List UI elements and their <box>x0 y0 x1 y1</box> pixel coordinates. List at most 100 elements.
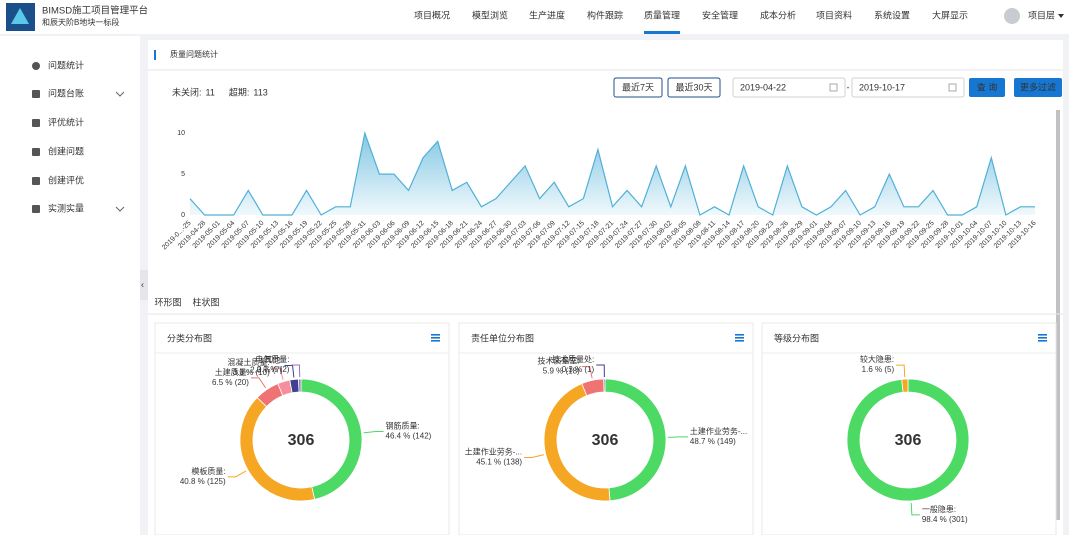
chart-tab[interactable]: 柱状图 <box>192 296 219 307</box>
stat-value: 11 <box>206 87 215 97</box>
nav-item[interactable]: 成本分析 <box>760 9 796 20</box>
date-value[interactable]: 2019-10-17 <box>859 82 905 92</box>
slice-name: 土建质量: <box>215 367 249 377</box>
leader-line <box>227 470 247 478</box>
slice-value-label: 6.5 % (20) <box>212 378 249 387</box>
date-input[interactable] <box>851 77 965 98</box>
stat-label: 未关闭: <box>172 86 202 97</box>
card-menu[interactable] <box>431 334 440 336</box>
y-tick-label: 5 <box>181 171 185 178</box>
calendar-icon[interactable] <box>948 83 957 92</box>
leader-line <box>524 454 544 459</box>
card-menu[interactable] <box>735 340 744 342</box>
stat-value: 113 <box>253 87 267 97</box>
sidebar-icon <box>32 62 40 70</box>
nav-item[interactable]: 项目概况 <box>414 9 450 20</box>
nav-item[interactable]: 生产进度 <box>529 9 565 20</box>
donut-segment <box>846 378 970 502</box>
sidebar-item[interactable]: 创建评优 <box>48 174 84 185</box>
leader-line <box>271 367 284 380</box>
app-title: BIMSD施工项目管理平台 <box>42 5 148 17</box>
slice-value-label: 0.3 % (1) <box>562 365 595 374</box>
sidebar-chevron[interactable] <box>115 91 125 97</box>
slice-name: 土建作业劳务-... <box>465 447 522 457</box>
nav-item[interactable]: 安全管理 <box>702 9 738 20</box>
card-menu[interactable] <box>431 337 440 339</box>
slice-name: 土建作业劳务-... <box>690 426 747 436</box>
quick-range-label[interactable]: 最近30天 <box>675 81 712 92</box>
leader-line <box>363 431 384 434</box>
card-menu[interactable] <box>735 334 744 336</box>
slice-value-label: 40.8 % (125) <box>180 477 226 486</box>
sidebar <box>0 36 140 535</box>
slice-value-label: 48.7 % (149) <box>690 437 736 446</box>
avatar[interactable] <box>1004 8 1020 24</box>
user-name[interactable]: 项目层 <box>1028 10 1055 20</box>
slice-name: 模板质量: <box>191 466 225 476</box>
breadcrumb: 质量问题统计 <box>170 49 218 59</box>
slice-name: 技术质量室: <box>537 356 579 366</box>
sidebar-icon <box>32 119 40 127</box>
slice-value-label: 45.1 % (138) <box>476 458 522 467</box>
donut-total: 306 <box>288 432 315 449</box>
sidebar-icon <box>32 177 40 185</box>
slice-value-label: 46.4 % (142) <box>386 432 432 441</box>
slice-name: 钢筋质量: <box>386 421 420 431</box>
card-menu[interactable] <box>1038 337 1047 339</box>
sidebar-item[interactable]: 问题台账 <box>48 87 84 98</box>
card-title: 分类分布图 <box>167 332 212 343</box>
slice-name: 电气质量: <box>255 354 289 364</box>
sidebar-toggle-icon[interactable]: ‹ <box>141 279 144 289</box>
sidebar-item[interactable]: 问题统计 <box>48 59 84 70</box>
quick-range-button[interactable] <box>667 77 721 98</box>
date-input[interactable] <box>732 77 846 98</box>
date-value[interactable]: 2019-04-22 <box>740 82 786 92</box>
stat-label: 超期: <box>229 86 250 97</box>
sidebar-item[interactable]: 创建问题 <box>48 145 84 156</box>
query-button[interactable] <box>969 78 1005 97</box>
nav-item[interactable]: 大屏显示 <box>932 9 968 20</box>
donut-segment <box>298 378 302 393</box>
nav-item[interactable]: 质量管理 <box>644 9 680 20</box>
more-filter-label[interactable]: 更多过滤 <box>1020 81 1056 92</box>
sidebar-chevron[interactable] <box>115 206 125 212</box>
card-menu[interactable] <box>735 337 744 339</box>
more-filter-button[interactable] <box>1014 78 1062 97</box>
card-menu[interactable] <box>431 340 440 342</box>
query-label[interactable]: 查 询 <box>977 81 998 92</box>
leader-line <box>896 364 906 378</box>
nav-item[interactable]: 构件跟踪 <box>587 9 623 20</box>
sidebar-icon <box>32 148 40 156</box>
quick-range-label[interactable]: 最近7天 <box>622 81 654 92</box>
quick-range-button[interactable] <box>613 77 663 98</box>
card-menu[interactable] <box>1038 334 1047 336</box>
calendar-icon[interactable] <box>829 83 838 92</box>
nav-item[interactable]: 项目资料 <box>816 9 852 20</box>
nav-item[interactable]: 系统设置 <box>874 9 910 20</box>
date-separator: - <box>847 82 850 92</box>
slice-value-label: 2.3 % (7) <box>250 366 283 375</box>
line-area <box>190 133 1035 215</box>
sidebar-item[interactable]: 实测实量 <box>48 202 84 213</box>
slice-name: 技术质量处: <box>552 354 594 364</box>
donut-segment <box>901 378 909 393</box>
slice-name: 较大隐患: <box>860 354 894 364</box>
sidebar-item[interactable]: 评优统计 <box>48 116 84 127</box>
chart-tab[interactable]: 环形图 <box>154 296 181 307</box>
user-caret[interactable] <box>1058 14 1064 18</box>
slice-value-label: 98.4 % (301) <box>922 515 968 524</box>
donut-total: 306 <box>592 432 619 449</box>
y-tick-label: 10 <box>177 130 185 137</box>
card-menu[interactable] <box>1038 340 1047 342</box>
slice-name: 其他: <box>264 355 282 365</box>
top-bar <box>0 0 1069 34</box>
chart-card <box>761 322 1057 535</box>
slice-value-label: 0.7 % (2) <box>257 365 290 374</box>
breadcrumb-marker <box>154 50 156 60</box>
card-title: 责任单位分布图 <box>471 332 534 343</box>
nav-item[interactable]: 模型浏览 <box>472 9 508 20</box>
sidebar-toggle[interactable] <box>140 270 148 300</box>
line <box>189 130 1035 216</box>
y-tick-label: 0 <box>181 212 185 219</box>
